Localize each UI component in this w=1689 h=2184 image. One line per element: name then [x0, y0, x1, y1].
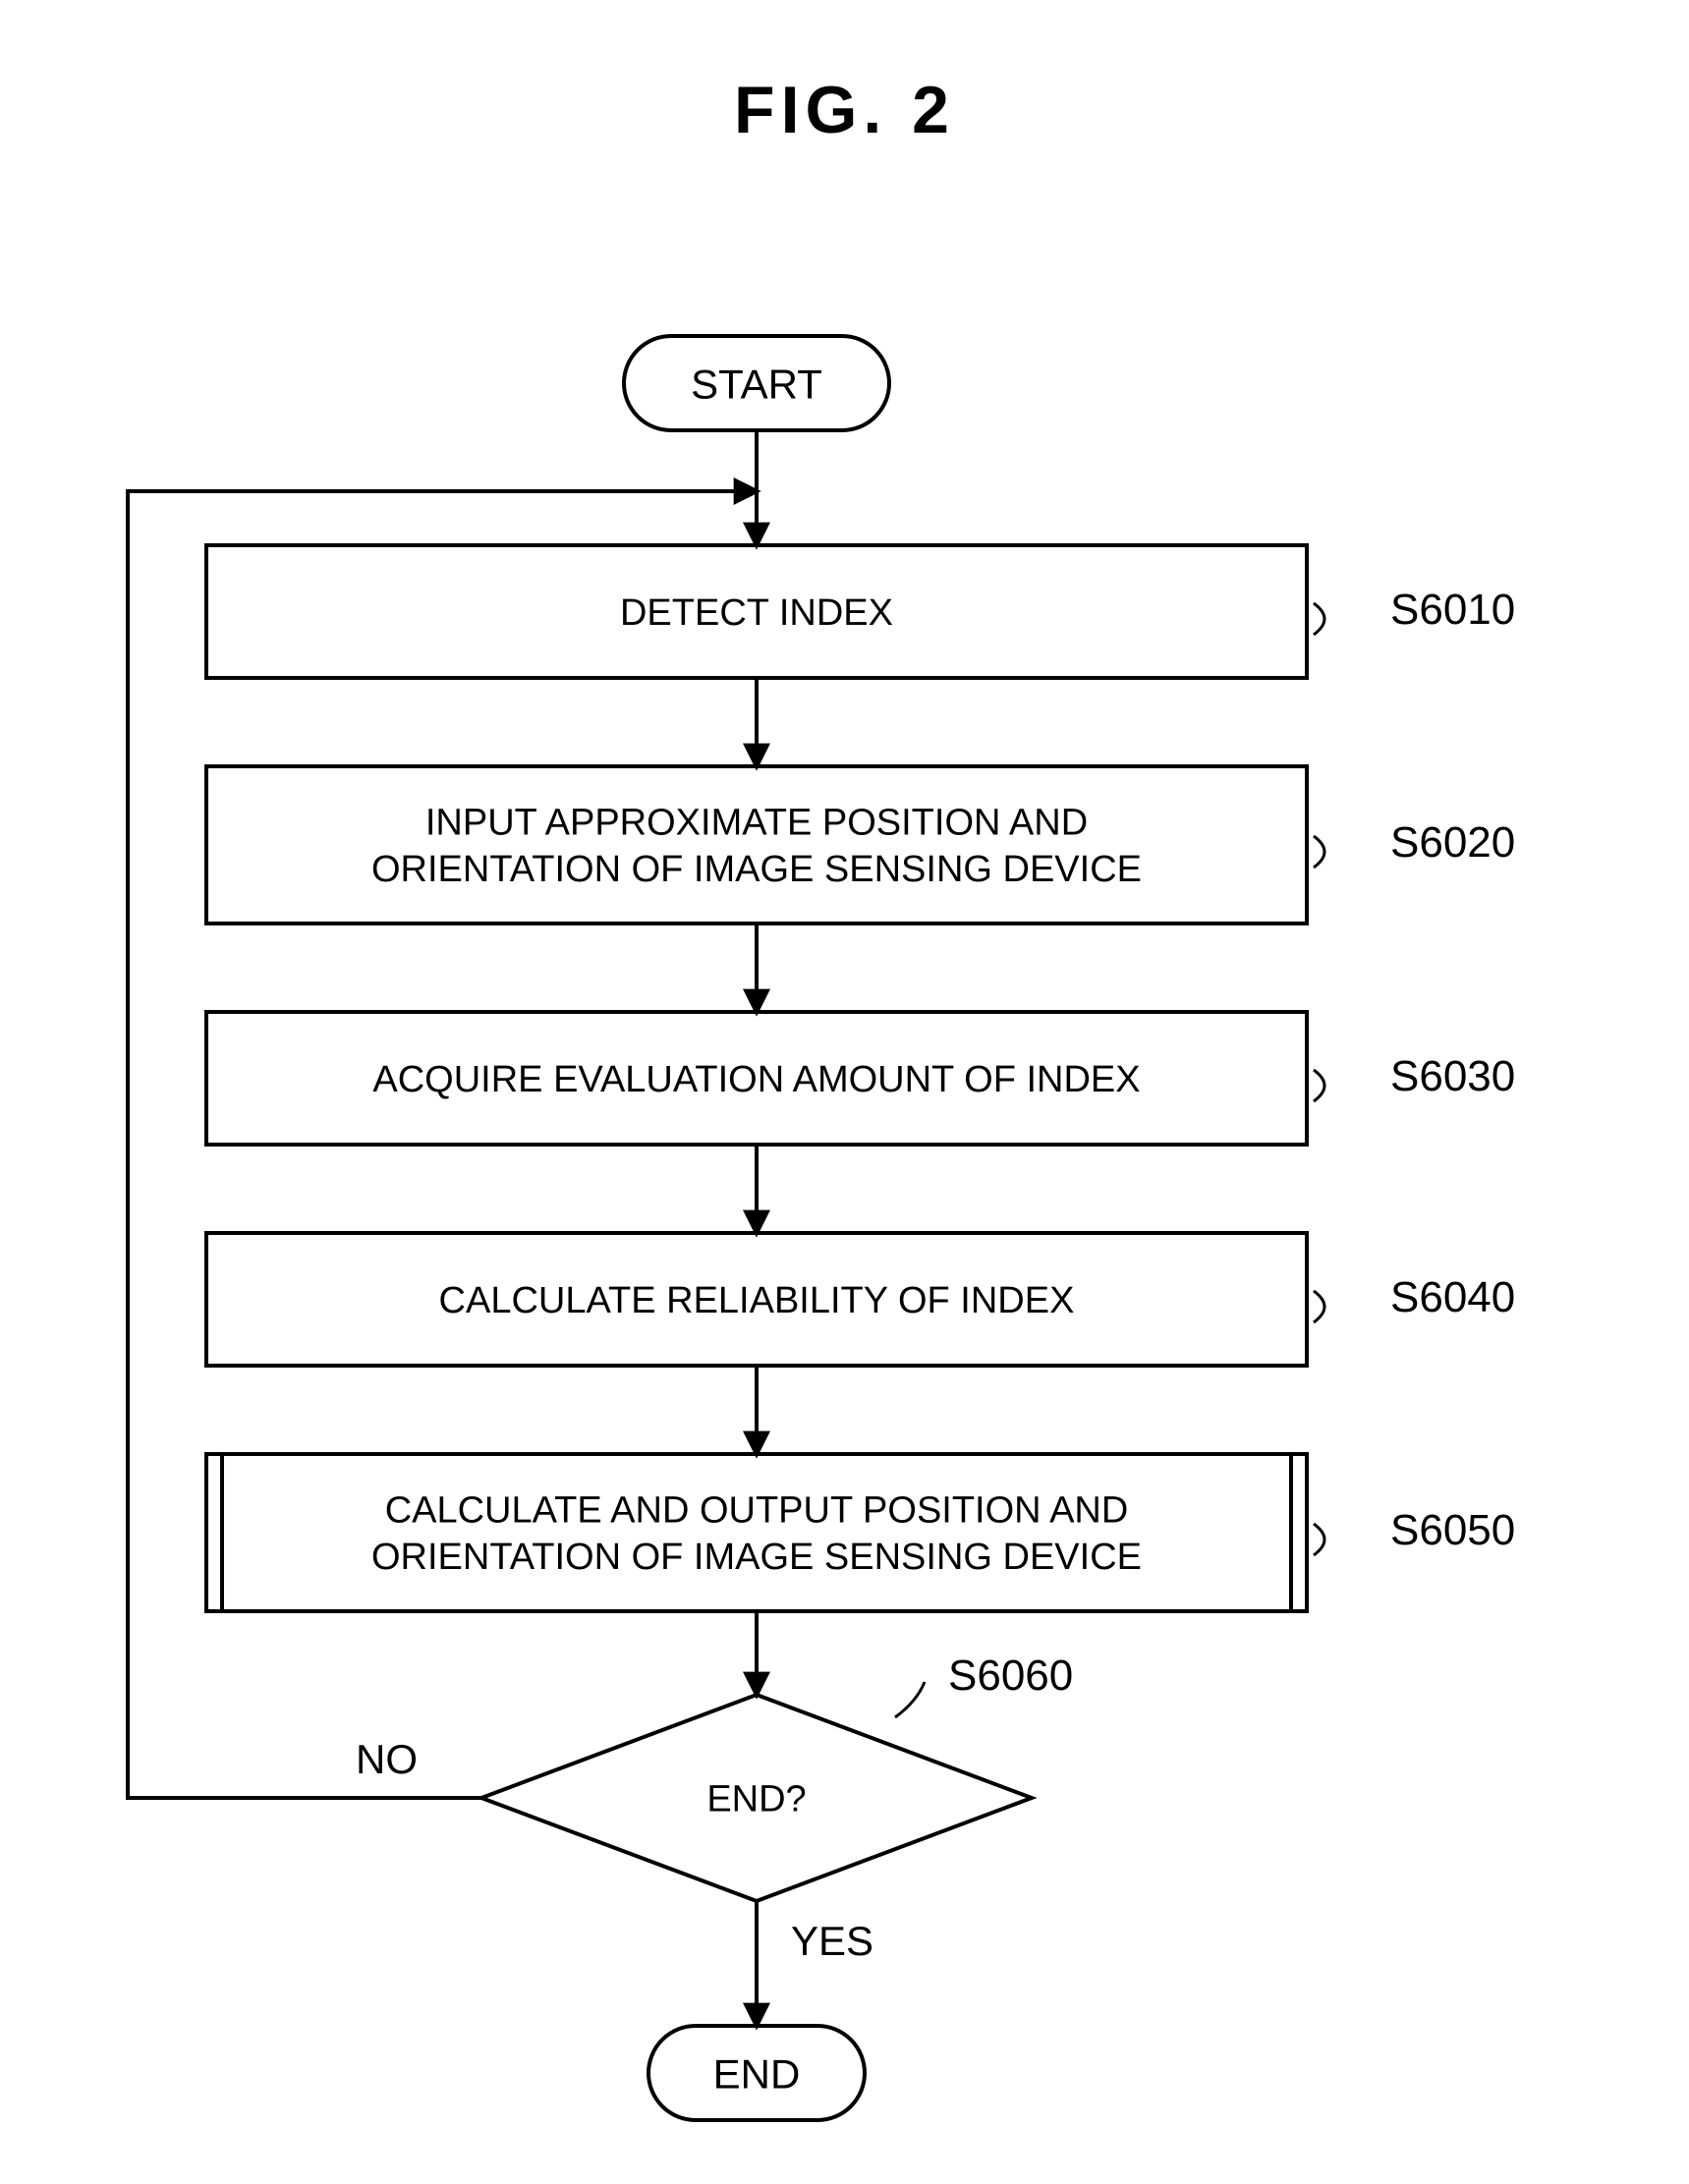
- step-text: CALCULATE RELIABILITY OF INDEX: [439, 1280, 1075, 1321]
- edge-label: YES: [791, 1918, 873, 1964]
- step-text: DETECT INDEX: [620, 592, 893, 634]
- step-S6010: DETECT INDEX S6010: [206, 545, 1515, 678]
- figure-title: FIG. 2: [734, 73, 955, 147]
- step-text: ORIENTATION OF IMAGE SENSING DEVICE: [371, 1537, 1142, 1578]
- start-terminator: START: [624, 336, 889, 430]
- step-S6030: ACQUIRE EVALUATION AMOUNT OF INDEX S6030: [206, 1012, 1515, 1145]
- end-label: END: [713, 2050, 801, 2097]
- step-text: INPUT APPROXIMATE POSITION AND: [425, 803, 1088, 844]
- step-text: ACQUIRE EVALUATION AMOUNT OF INDEX: [372, 1059, 1140, 1100]
- step-text: CALCULATE AND OUTPUT POSITION AND: [385, 1490, 1129, 1532]
- step-id-label: S6010: [1390, 586, 1515, 634]
- step-S6040: CALCULATE RELIABILITY OF INDEX S6040: [206, 1233, 1515, 1366]
- step-id-label: S6040: [1390, 1273, 1515, 1321]
- step-id-label: S6020: [1390, 818, 1515, 867]
- start-label: START: [691, 361, 822, 407]
- edge-6: YES: [757, 1901, 873, 2026]
- edge-label: NO: [356, 1736, 418, 1782]
- step-S6020: INPUT APPROXIMATE POSITION AND ORIENTATIO…: [206, 766, 1515, 924]
- step-id-label: S6050: [1390, 1506, 1515, 1554]
- decision-id-label: S6060: [948, 1652, 1073, 1700]
- decision-S6060: END? S6060: [481, 1652, 1073, 1901]
- step-S6050: CALCULATE AND OUTPUT POSITION AND ORIENTA…: [206, 1454, 1515, 1611]
- decision-text: END?: [706, 1778, 806, 1820]
- end-terminator: END: [648, 2026, 865, 2120]
- step-id-label: S6030: [1390, 1052, 1515, 1100]
- step-text: ORIENTATION OF IMAGE SENSING DEVICE: [371, 849, 1142, 890]
